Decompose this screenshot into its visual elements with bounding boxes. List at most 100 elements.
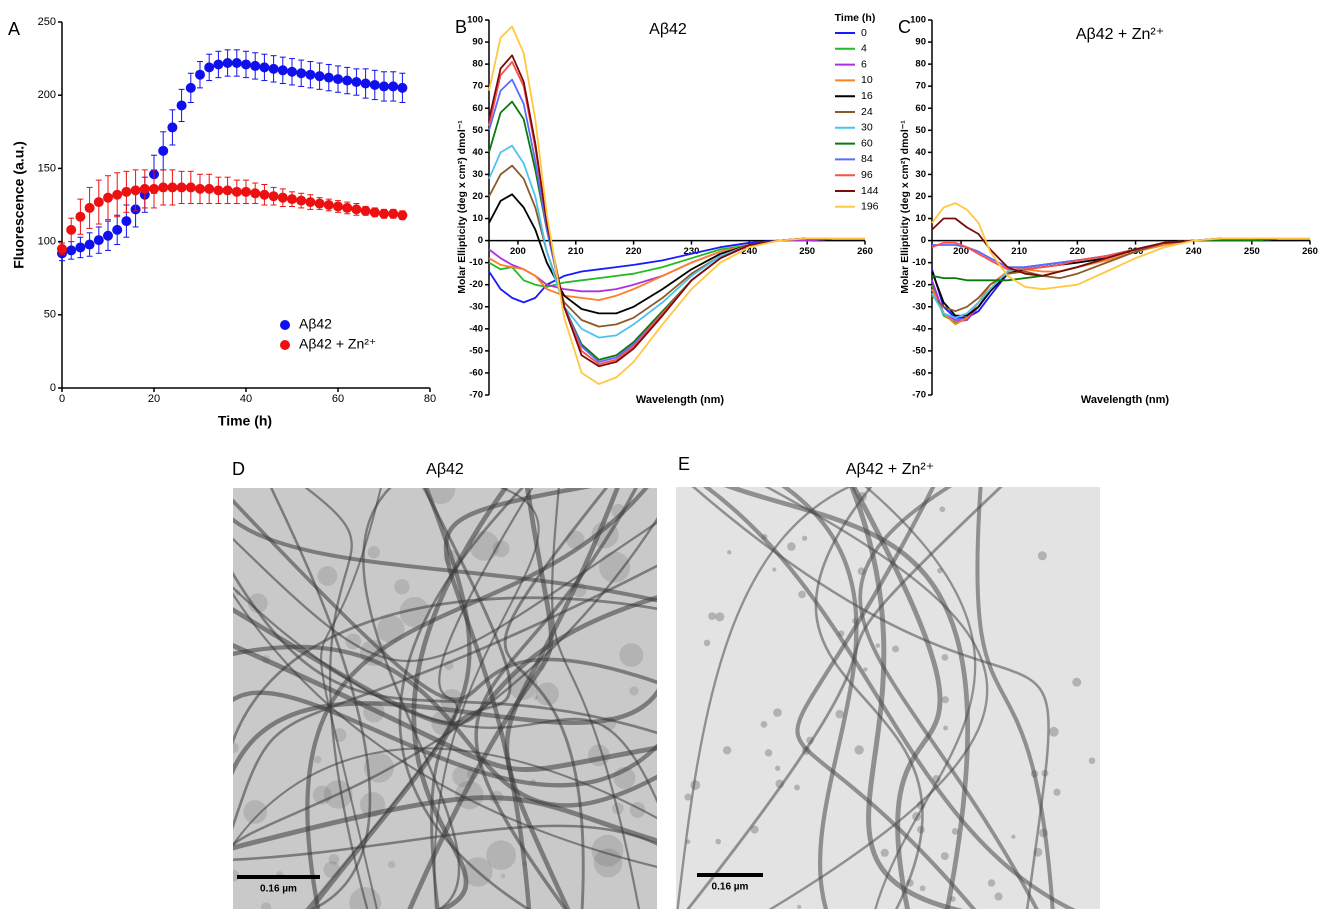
stain-spot xyxy=(533,695,539,701)
data-point xyxy=(213,59,224,70)
stain-spot xyxy=(492,540,510,558)
data-point xyxy=(93,235,104,246)
y-tick-label: -50 xyxy=(469,345,483,356)
stain-spot xyxy=(797,904,802,909)
data-point xyxy=(66,245,77,256)
stain-spot xyxy=(787,542,796,551)
stain-spot xyxy=(802,535,808,541)
data-point xyxy=(112,189,123,200)
y-tick-label: 40 xyxy=(472,147,483,158)
stain-spot xyxy=(619,643,644,667)
y-tick-label: 90 xyxy=(472,37,483,48)
fiber xyxy=(233,516,657,847)
y-tick-label: 50 xyxy=(44,309,56,321)
stain-spot xyxy=(486,840,516,871)
micrograph-title: Aβ42 + Zn²⁺ xyxy=(846,461,934,478)
data-point xyxy=(259,62,270,73)
fiber xyxy=(411,488,509,909)
data-point xyxy=(333,201,343,212)
stain-spot xyxy=(880,848,889,857)
stain-spot xyxy=(722,746,732,755)
data-point xyxy=(103,192,113,203)
y-tick-label: 0 xyxy=(478,235,483,246)
stain-spot xyxy=(794,784,800,791)
data-point xyxy=(121,216,132,227)
stain-spot xyxy=(599,551,631,583)
series-line xyxy=(488,78,865,363)
x-tick-label: 250 xyxy=(799,246,815,257)
data-point xyxy=(259,189,270,200)
fiber xyxy=(795,487,977,909)
stain-spot xyxy=(798,590,806,599)
data-point xyxy=(379,208,389,219)
stain-spot xyxy=(715,612,725,622)
data-point xyxy=(379,81,389,92)
y-tick-label: -70 xyxy=(469,390,483,401)
stain-spot xyxy=(854,745,864,755)
y-tick-label: 50 xyxy=(472,125,483,136)
y-tick-label: 0 xyxy=(50,382,56,394)
fiber xyxy=(858,487,1039,909)
fiber xyxy=(723,487,970,909)
stain-spot xyxy=(260,902,272,909)
y-tick-label: -30 xyxy=(912,301,926,312)
data-point xyxy=(388,81,399,92)
y-tick-label: 60 xyxy=(472,103,483,114)
x-tick-label: 220 xyxy=(1069,246,1085,257)
y-tick-label: 10 xyxy=(915,213,926,224)
scale-bar-label: 0.16 µm xyxy=(712,882,749,893)
data-point xyxy=(185,82,196,93)
data-point xyxy=(250,60,261,71)
data-point xyxy=(277,65,288,76)
stain-spot xyxy=(772,567,777,572)
x-tick-label: 260 xyxy=(1302,246,1318,257)
stain-spot xyxy=(399,597,430,628)
stain-spot xyxy=(708,612,716,620)
data-point xyxy=(66,224,77,235)
y-axis-label: Molar Ellipticity (deg x cm²) dmol⁻¹ xyxy=(456,120,468,294)
x-tick-label: 40 xyxy=(240,393,252,405)
data-point xyxy=(112,224,123,235)
stain-spot xyxy=(987,879,996,887)
stain-spot xyxy=(875,643,881,648)
stain-spot xyxy=(715,838,722,845)
fiber xyxy=(233,596,657,745)
legend-label: 60 xyxy=(861,137,873,149)
data-point xyxy=(167,122,178,133)
data-point xyxy=(397,82,408,93)
fiber xyxy=(233,795,657,851)
series-line xyxy=(931,202,1310,290)
data-point xyxy=(149,183,159,194)
x-tick-label: 260 xyxy=(857,246,873,257)
stain-spot xyxy=(773,708,782,717)
data-point xyxy=(360,78,371,89)
legend-label: 4 xyxy=(861,43,867,55)
chart-title: Aβ42 xyxy=(649,21,687,38)
y-tick-label: -10 xyxy=(469,257,483,268)
panel-letter: B xyxy=(455,17,467,37)
data-point xyxy=(176,182,187,193)
fiber xyxy=(780,487,859,909)
y-tick-label: -40 xyxy=(469,323,483,334)
legend-label: 10 xyxy=(861,74,873,86)
y-tick-label: 20 xyxy=(472,191,483,202)
fiber xyxy=(474,488,638,909)
y-tick-label: 90 xyxy=(915,37,926,48)
y-tick-label: 100 xyxy=(910,15,926,26)
stain-spot xyxy=(1037,551,1047,561)
fiber xyxy=(443,488,592,909)
data-point xyxy=(130,185,141,196)
y-tick-label: -20 xyxy=(469,279,483,290)
stain-spot xyxy=(943,725,949,731)
fiber xyxy=(233,517,657,603)
data-point xyxy=(314,71,325,82)
fiber xyxy=(233,688,657,777)
stain-spot xyxy=(919,885,926,892)
y-tick-label: -20 xyxy=(912,279,926,290)
fiber xyxy=(764,487,989,909)
x-tick-label: 60 xyxy=(332,393,344,405)
fiber xyxy=(233,571,657,735)
x-axis-label: Wavelength (nm) xyxy=(1081,394,1170,406)
y-tick-label: 100 xyxy=(467,15,483,26)
